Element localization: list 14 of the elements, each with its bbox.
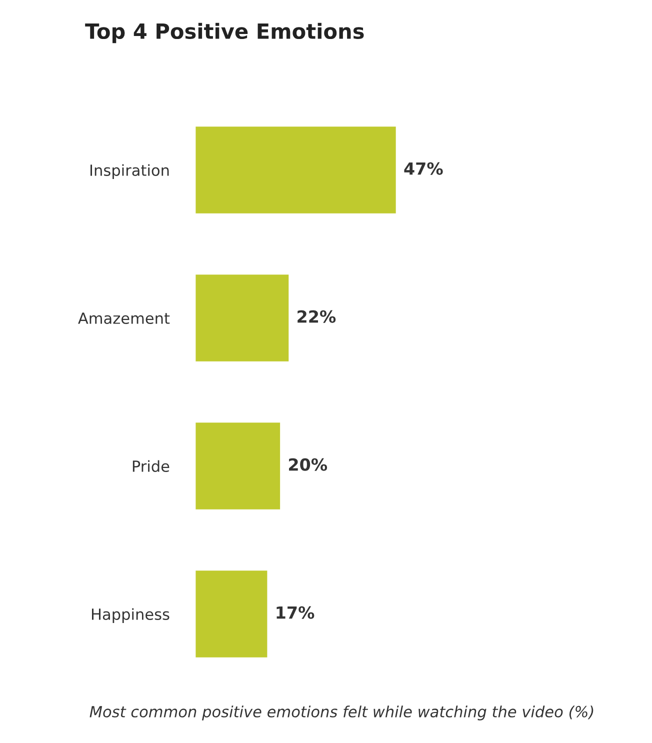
data-label: 20% (289, 458, 328, 471)
data-label: 22% (298, 310, 336, 323)
y-tick-label: Pride (132, 460, 170, 472)
data-label: 17% (276, 606, 314, 619)
data-label: 47% (404, 162, 443, 175)
chart-title: Top 4 Positive Emotions (85, 22, 364, 44)
bar (195, 273, 290, 363)
y-tick-label: Amazement (78, 312, 170, 324)
text: Most common positive emotions felt while watching the video (%) (90, 706, 594, 720)
y-tick-label: Happiness (92, 608, 170, 623)
bar (195, 125, 398, 215)
bar (195, 421, 282, 511)
y-tick-label: Inspiration (90, 164, 169, 179)
bar (195, 569, 269, 659)
